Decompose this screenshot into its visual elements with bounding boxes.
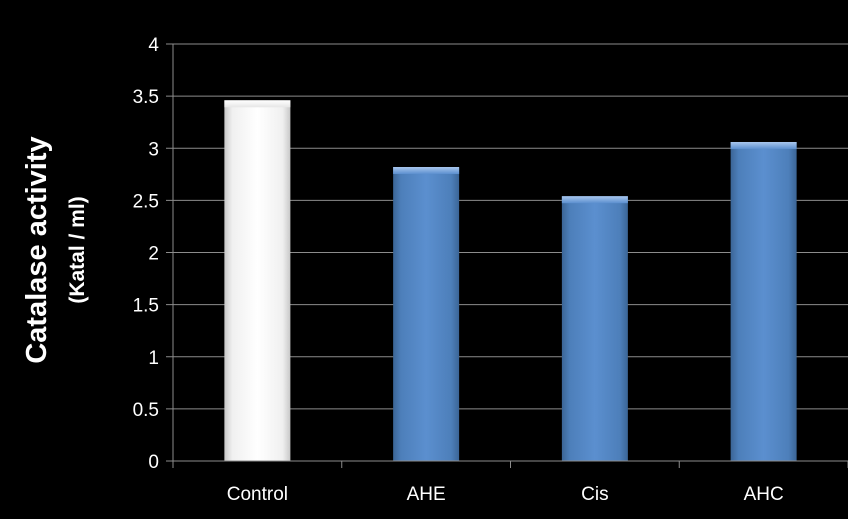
x-tick-label: Cis (581, 484, 608, 505)
y-axis-label: Catalase activity (21, 136, 53, 363)
y-tick-label: 0.5 (133, 400, 159, 421)
bar-body (393, 167, 460, 461)
bar-ahe (393, 167, 460, 461)
y-axis-unit-label: (Katal / ml) (66, 196, 89, 303)
bar-body (224, 100, 291, 462)
x-axis-ticks: Control AHE Cis AHC (172, 461, 848, 505)
y-axis-ticks: 0 0.5 1 1.5 2 2.5 3 3.5 4 (133, 35, 173, 473)
bar-cap (393, 167, 460, 175)
x-tick-label: AHE (407, 484, 446, 505)
bar-cap (561, 196, 628, 204)
x-tick-label: Control (227, 484, 288, 505)
y-tick-label: 3.5 (133, 87, 159, 108)
x-tick-label: AHC (744, 484, 784, 505)
bar-body (730, 141, 797, 461)
y-tick-label: 0 (148, 452, 159, 473)
y-tick-label: 3 (148, 139, 159, 160)
y-tick-label: 4 (148, 35, 159, 56)
bar-control (224, 100, 291, 462)
y-tick-label: 1 (148, 348, 159, 369)
bar-ahc (730, 141, 797, 461)
bar-body (561, 196, 628, 461)
bars (224, 100, 797, 462)
bar-cap (730, 141, 797, 149)
y-tick-label: 2.5 (133, 191, 159, 212)
y-axis-title: Catalase activity (Katal / ml) (21, 136, 89, 363)
bar-cis (561, 196, 628, 461)
y-tick-label: 1.5 (133, 296, 159, 317)
bar-cap (224, 100, 291, 108)
y-tick-label: 2 (148, 244, 159, 265)
